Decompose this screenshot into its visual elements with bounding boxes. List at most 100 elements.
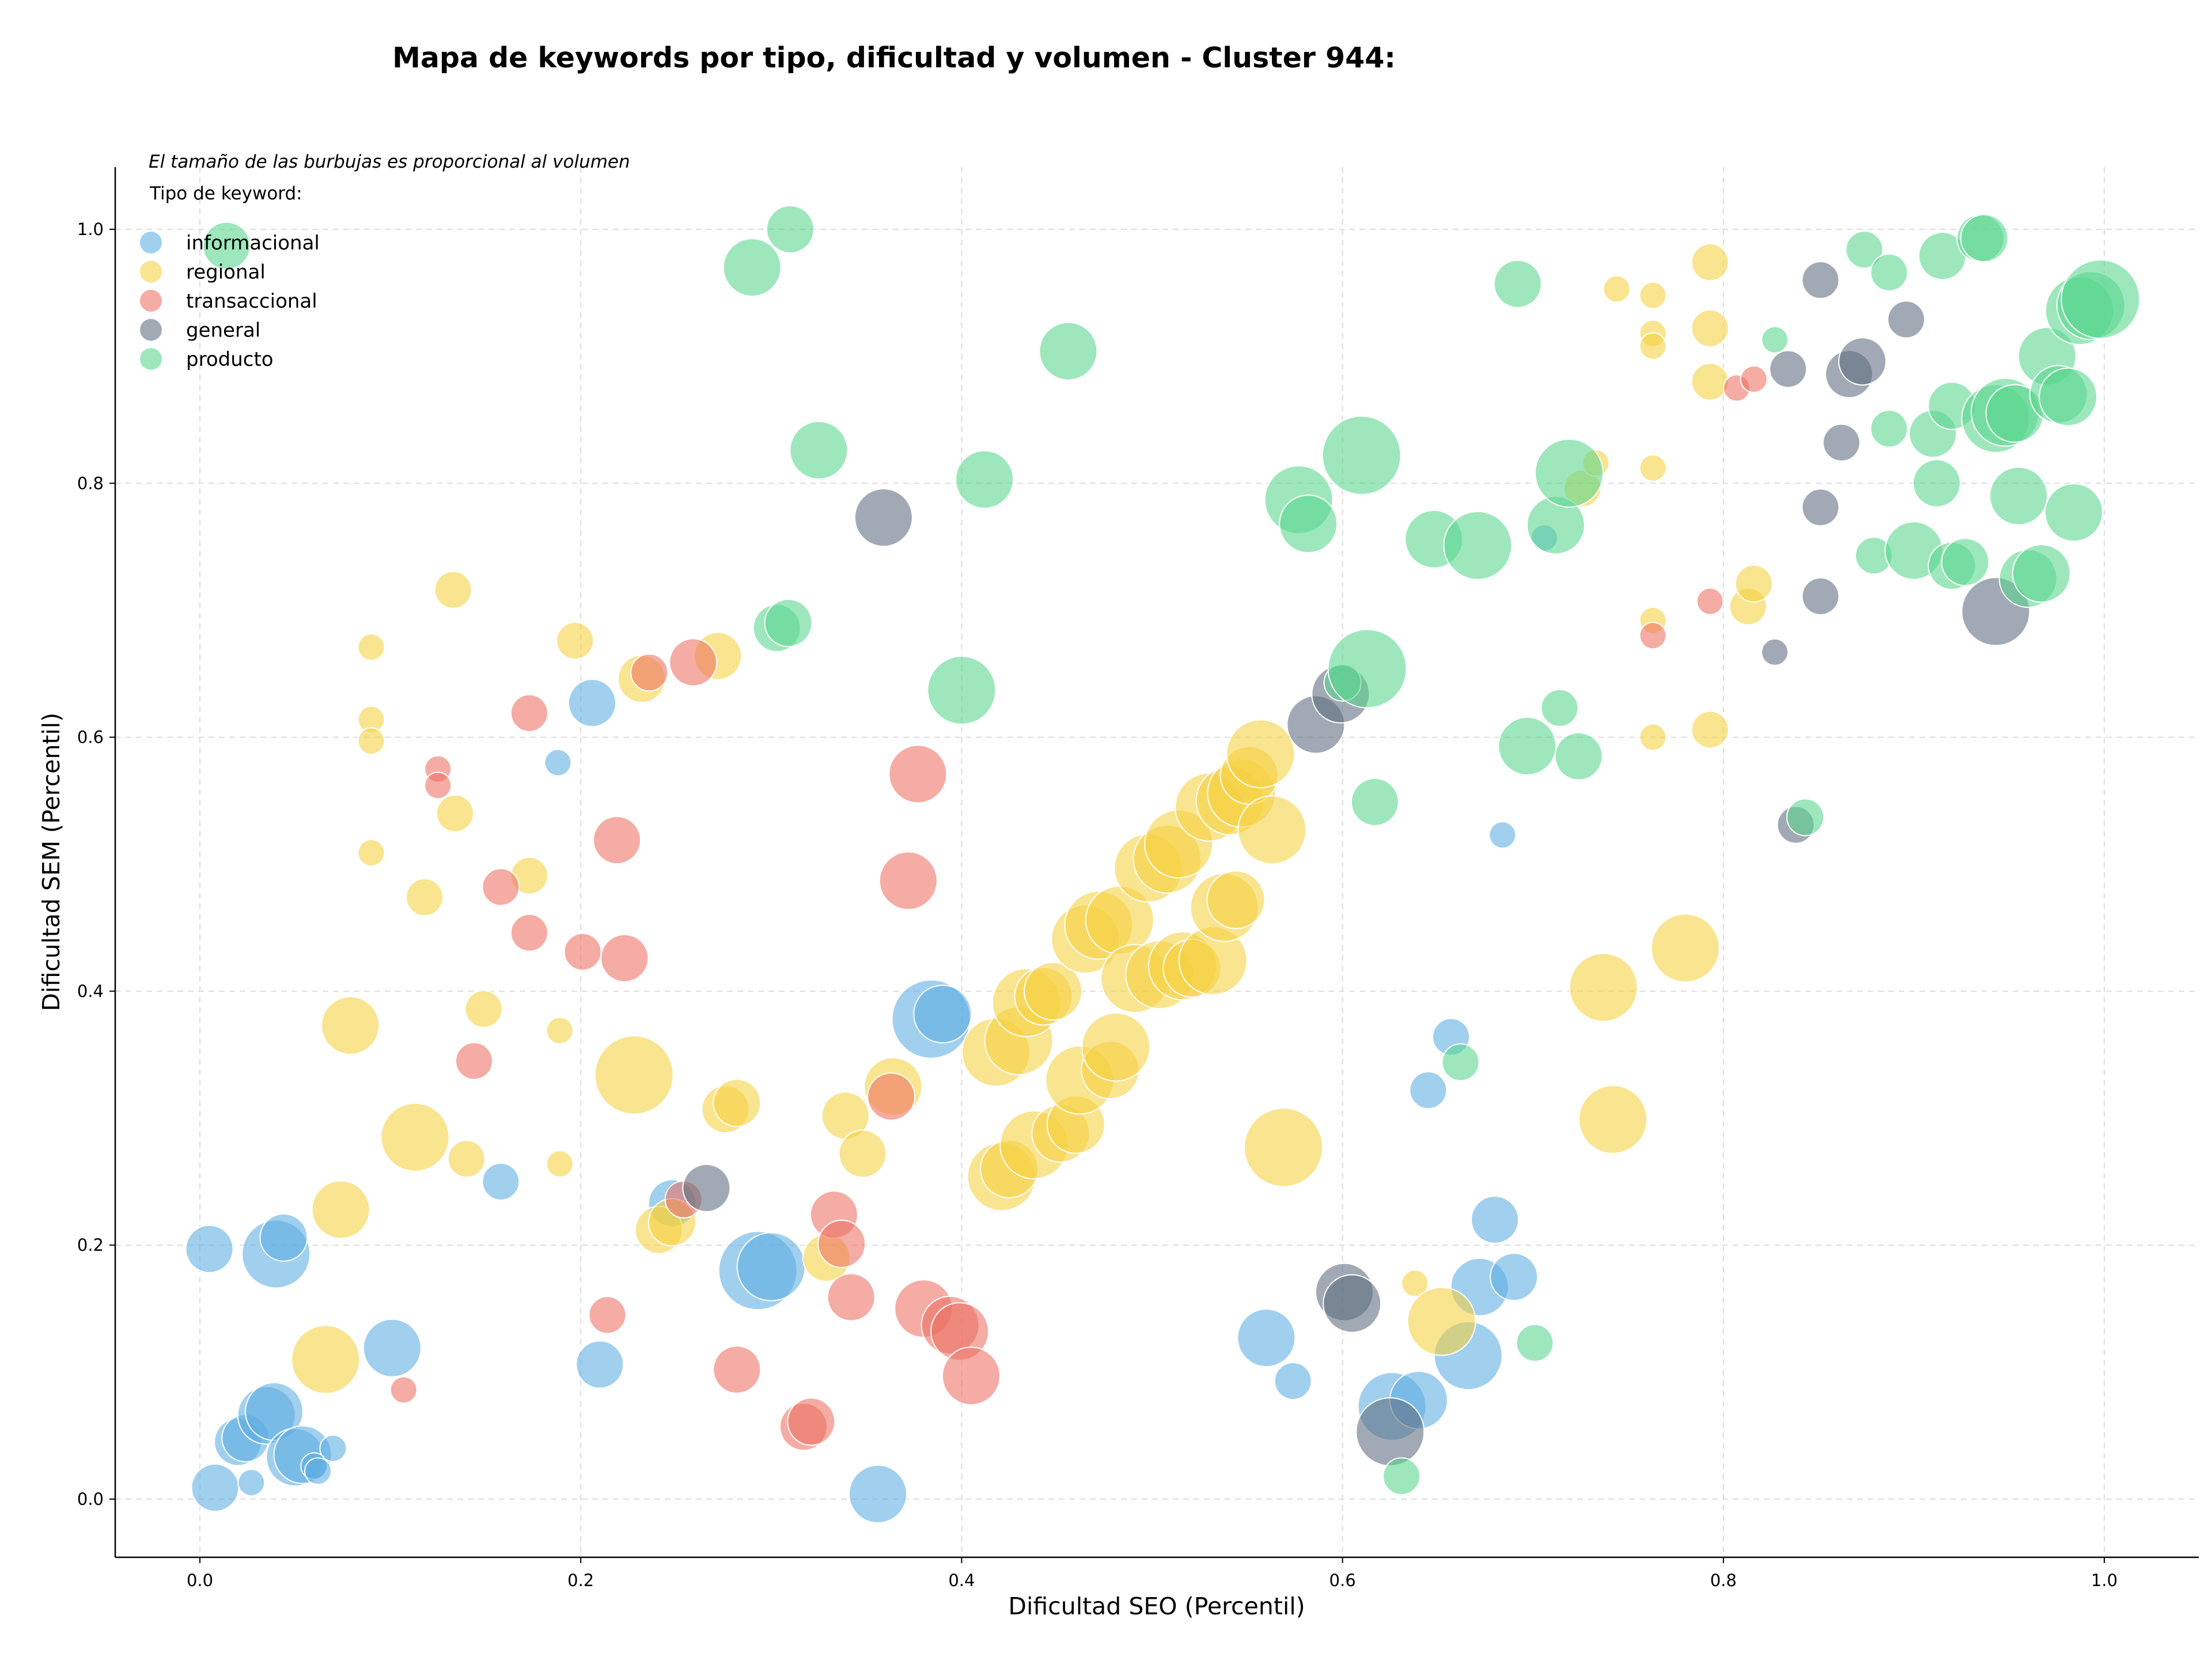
bubble-transaccional [389, 1376, 418, 1404]
bubble-regional [380, 1102, 450, 1172]
bubble-transaccional [867, 1072, 916, 1121]
bubble-producto [1761, 326, 1789, 354]
data-bubbles [185, 205, 2141, 1524]
bubble-general [1769, 350, 1808, 388]
bubble-producto [2044, 483, 2104, 542]
legend-marker [140, 260, 162, 283]
bubble-general [682, 1164, 731, 1213]
bubble-informacional [482, 1163, 520, 1201]
bubble-producto [955, 450, 1014, 509]
bubble-informacional [1471, 1195, 1520, 1244]
bubble-transaccional [455, 1042, 494, 1080]
bubble-regional [1401, 1269, 1429, 1297]
bubble-transaccional [669, 638, 718, 687]
bubble-general [1801, 577, 1840, 615]
bubble-regional [357, 633, 385, 661]
bubble-producto [2039, 367, 2098, 426]
bubble-regional [556, 622, 594, 660]
bubble-producto [1912, 459, 1961, 508]
bubble-regional [1578, 1085, 1648, 1155]
bubble-transaccional [630, 653, 669, 692]
bubble-producto [1382, 1457, 1421, 1496]
legend-item-transaccional: transaccional [140, 290, 317, 313]
x-axis-label: Dificultad SEO (Percentil) [1008, 1592, 1305, 1620]
series-regional [291, 243, 1773, 1394]
bubble-informacional [1237, 1308, 1296, 1368]
series-general [682, 261, 2031, 1467]
bubble-transaccional [888, 744, 948, 804]
bubble-regional [713, 1079, 762, 1127]
bubble-regional [434, 570, 472, 609]
bubble-producto [1493, 259, 1542, 308]
legend-item-producto: producto [140, 348, 274, 371]
legend: informacional regional transaccional genera… [140, 232, 320, 371]
bubble-informacional [568, 679, 617, 728]
bubble-regional [1639, 332, 1667, 360]
bubble-regional [464, 990, 503, 1028]
chart-title: Mapa de keywords por tipo, dificultad y … [392, 41, 1396, 74]
bubble-producto [1540, 688, 1579, 727]
bubble-regional [1639, 723, 1667, 751]
y-axis-label: Dificultad SEM (Percentil) [37, 713, 65, 1011]
bubble-producto [1441, 1043, 1480, 1081]
y-tick-label: 0.8 [77, 474, 104, 493]
bubble-regional [1237, 795, 1307, 865]
legend-label: informacional [186, 232, 320, 255]
bubble-regional [1639, 454, 1667, 482]
series-transaccional [389, 365, 1768, 1451]
x-tick-label: 0.6 [1330, 1571, 1356, 1590]
bubble-regional [1569, 952, 1638, 1022]
bubble-informacional [913, 985, 972, 1044]
legend-marker [140, 290, 162, 312]
bubble-producto [1039, 321, 1098, 381]
bubble-transaccional [713, 1345, 762, 1394]
bubble-transaccional [588, 1296, 627, 1334]
bubble-transaccional [600, 934, 649, 983]
legend-item-regional: regional [140, 260, 266, 284]
y-ticks: 0.0 0.2 0.4 0.6 0.8 1.0 [77, 220, 115, 1509]
bubble-transaccional [787, 1397, 836, 1446]
legend-title: Tipo de keyword: [149, 183, 302, 204]
legend-label: regional [186, 261, 266, 284]
bubble-producto [1498, 717, 1557, 776]
bubble-general [1323, 1274, 1382, 1333]
bubble-general [1761, 638, 1789, 666]
bubble-general [1838, 337, 1887, 386]
bubble-regional [1226, 719, 1296, 789]
bubble-informacional [1490, 1253, 1539, 1301]
bubble-producto [2061, 259, 2141, 339]
size-note: El tamaño de las burbujas es proporciona… [149, 152, 630, 172]
bubble-transaccional [1696, 587, 1724, 615]
bubble-regional [1691, 710, 1729, 749]
bubble-producto [1535, 438, 1604, 508]
y-tick-label: 0.6 [77, 728, 104, 747]
bubble-regional [321, 996, 380, 1055]
bubble-regional [1639, 281, 1667, 309]
bubble-transaccional [563, 933, 602, 971]
bubble-regional [1603, 275, 1631, 303]
bubble-producto [1960, 214, 2009, 263]
bubble-transaccional [1740, 365, 1768, 394]
bubble-regional [357, 839, 385, 867]
bubble-transaccional [482, 868, 520, 906]
bubble-producto [1327, 629, 1407, 709]
bubble-producto [1516, 1323, 1554, 1362]
bubble-informacional [848, 1465, 907, 1524]
bubble-transaccional [878, 851, 938, 910]
bubble-informacional [185, 1224, 234, 1273]
bubble-regional [1691, 362, 1729, 401]
bubble-general [1887, 300, 1926, 339]
legend-marker [140, 348, 162, 370]
bubble-regional [1691, 309, 1729, 347]
bubble-producto [1870, 410, 1908, 448]
bubble-regional [594, 1035, 674, 1115]
bubble-informacional [575, 1340, 624, 1389]
bubble-producto [1350, 778, 1399, 827]
grid [115, 167, 2199, 1557]
bubble-regional [436, 794, 475, 833]
bubble-producto [1443, 510, 1513, 580]
x-tick-label: 0.2 [567, 1571, 594, 1590]
bubble-producto [789, 421, 849, 480]
